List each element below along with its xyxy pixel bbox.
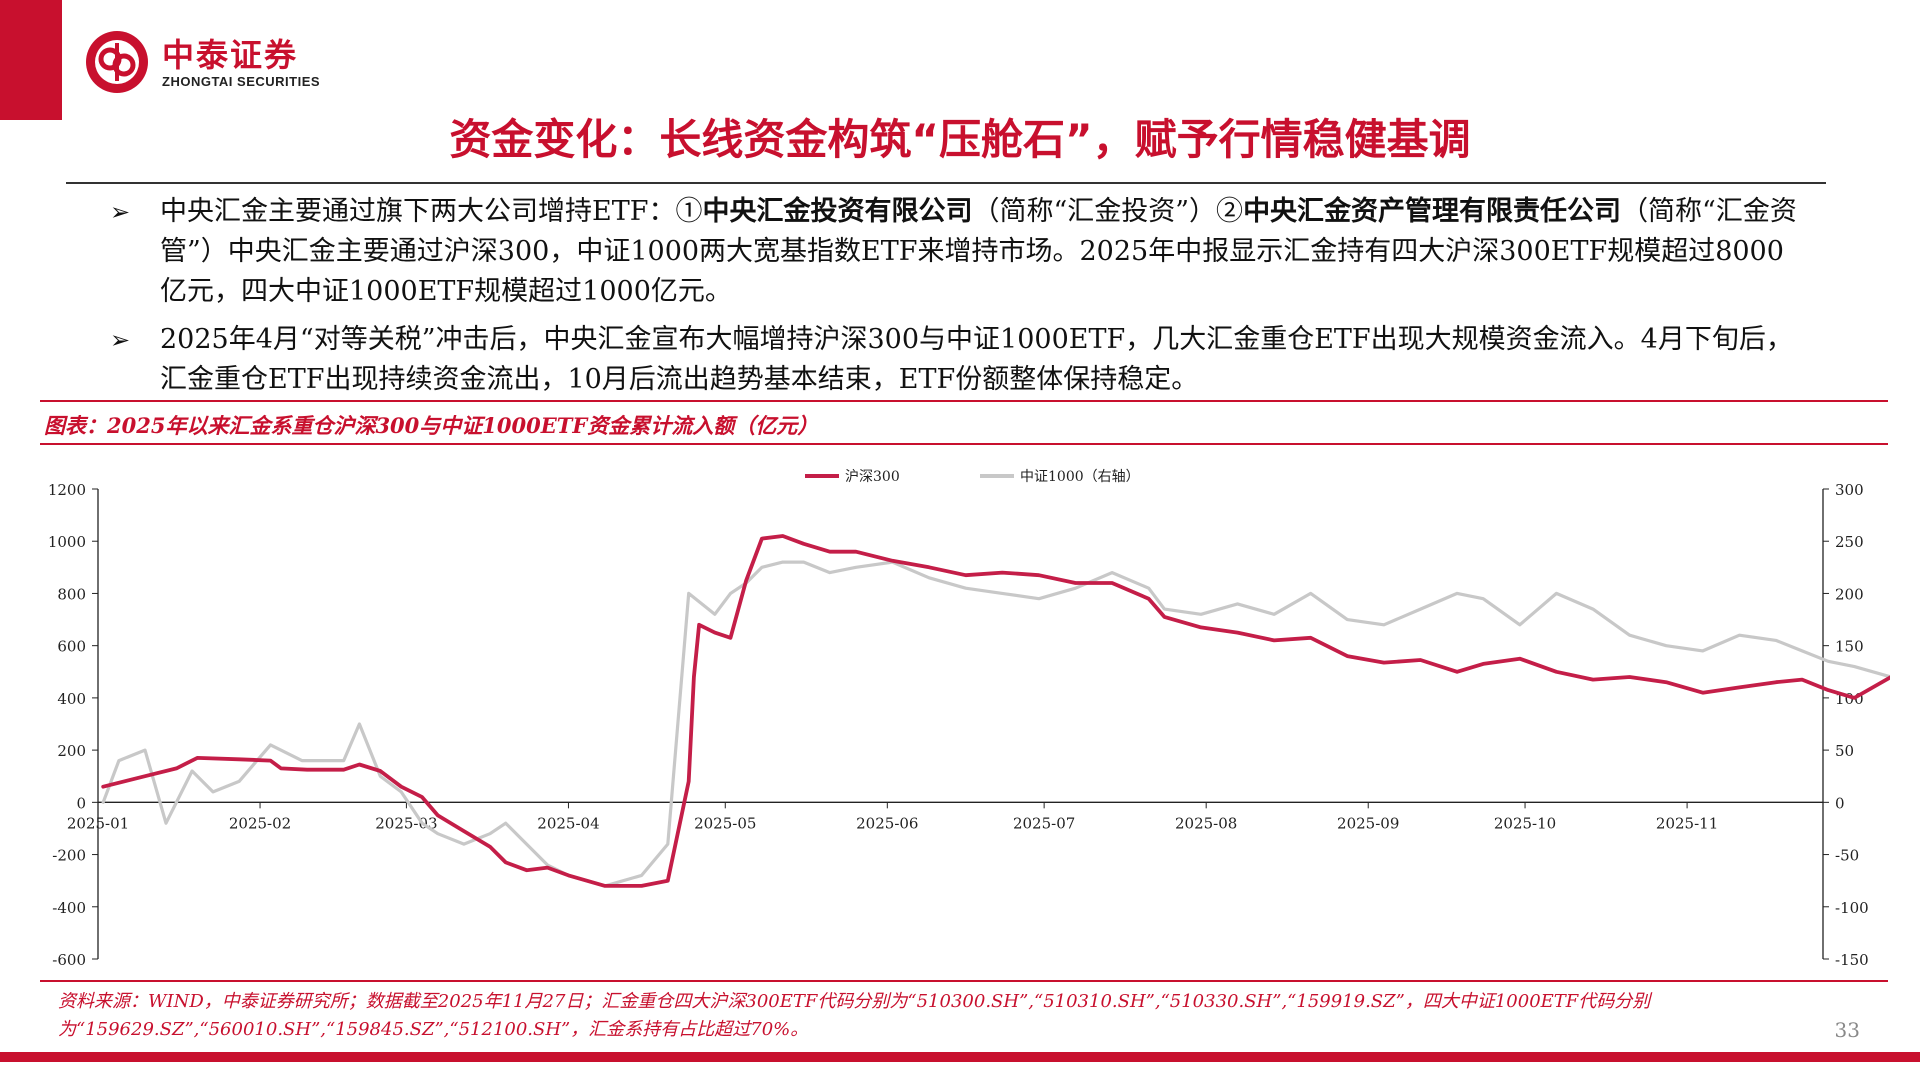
y-right-tick-label: 250 [1835, 533, 1864, 551]
bullet-bold-text: 中央汇金投资有限公司 [702, 196, 973, 227]
bullet-text: （简称“汇金资管”）中央汇金主要通过沪深300，中证1000两大宽基指数ETF来… [160, 196, 1797, 307]
bullet-item: ➢ 2025年4月“对等关税”冲击后，中央汇金宣布大幅增持沪深300与中证1000… [110, 320, 1810, 400]
y-left-tick-label: 1200 [48, 481, 86, 499]
bullet-text: 2025年4月“对等关税”冲击后，中央汇金宣布大幅增持沪深300与中证1000E… [160, 324, 1793, 395]
x-tick-label: 2025-02 [229, 814, 291, 832]
y-right-tick-label: 200 [1835, 585, 1864, 603]
x-tick-label: 2025-09 [1337, 814, 1399, 832]
brand-name-en: ZHONGTAI SECURITIES [162, 73, 321, 89]
page-title: 资金变化：长线资金构筑“压舱石”，赋予行情稳健基调 [449, 115, 1471, 164]
brand-logo: 中泰证券 ZHONGTAI SECURITIES [84, 22, 320, 102]
x-tick-label: 2025-10 [1494, 814, 1556, 832]
y-left-tick-label: 0 [76, 794, 86, 812]
bullet-list: ➢ 中央汇金主要通过旗下两大公司增持ETF：①中央汇金投资有限公司（简称“汇金投资… [110, 192, 1810, 408]
y-left-tick-label: 1000 [48, 533, 86, 551]
page-number: 33 [1834, 1018, 1860, 1042]
y-right-tick-label: -100 [1835, 899, 1869, 917]
y-left-tick-label: -600 [52, 951, 86, 969]
legend-label: 沪深300 [845, 469, 900, 485]
brand-name-cn: 中泰证券 [162, 35, 299, 74]
y-left-tick-label: -200 [52, 847, 86, 865]
bullet-item: ➢ 中央汇金主要通过旗下两大公司增持ETF：①中央汇金投资有限公司（简称“汇金投资… [110, 192, 1810, 312]
y-right-tick-label: 0 [1835, 794, 1845, 812]
y-right-tick-label: 50 [1835, 742, 1854, 760]
x-tick-label: 2025-04 [537, 814, 599, 832]
y-left-tick-label: 200 [57, 742, 86, 760]
bullet-text: 中央汇金主要通过旗下两大公司增持ETF：① [160, 196, 703, 227]
series-line-csi1000 [101, 560, 1890, 888]
figure-bottom-rule [40, 980, 1888, 982]
x-tick-label: 2025-07 [1013, 814, 1075, 832]
figure-caption: 图表：2025年以来汇金系重仓沪深300与中证1000ETF资金累计流入额（亿元… [44, 413, 819, 438]
x-tick-label: 2025-06 [856, 814, 918, 832]
x-tick-label: 2025-01 [67, 814, 129, 832]
y-right-tick-label: 150 [1835, 638, 1864, 656]
brand-logo-icon [86, 31, 148, 93]
legend-label: 中证1000（右轴） [1020, 469, 1140, 485]
y-right-tick-label: -150 [1835, 951, 1869, 969]
figure-top-rule [40, 400, 1888, 402]
x-tick-label: 2025-08 [1175, 814, 1237, 832]
bullet-arrow-icon: ➢ [110, 198, 131, 226]
x-tick-label: 2025-03 [375, 814, 437, 832]
bullet-text: （简称“汇金投资”）② [972, 196, 1244, 227]
title-divider [66, 182, 1826, 184]
y-left-tick-label: 800 [57, 585, 86, 603]
y-right-tick-label: -50 [1835, 847, 1859, 865]
source-note: 资料来源：WIND，中泰证券研究所；数据截至2025年11月27日；汇金重仓四大… [58, 991, 1651, 1040]
y-left-tick-label: -400 [52, 899, 86, 917]
x-tick-label: 2025-05 [694, 814, 756, 832]
y-left-tick-label: 400 [57, 690, 86, 708]
y-right-tick-label: 300 [1835, 481, 1864, 499]
x-tick-label: 2025-11 [1656, 814, 1718, 832]
figure-caption-rule [40, 443, 1888, 445]
series-line-csi300 [101, 534, 1890, 888]
y-left-tick-label: 600 [57, 638, 86, 656]
inflow-line-chart: 1200 1000 800 600 400 200 0 -200 -400 -600 300 250 2… [48, 469, 1890, 969]
bottom-accent-bar [0, 1052, 1920, 1062]
bullet-bold-text: 中央汇金资产管理有限责任公司 [1243, 196, 1622, 227]
top-left-accent-bar [0, 0, 62, 120]
bullet-arrow-icon: ➢ [110, 326, 131, 354]
